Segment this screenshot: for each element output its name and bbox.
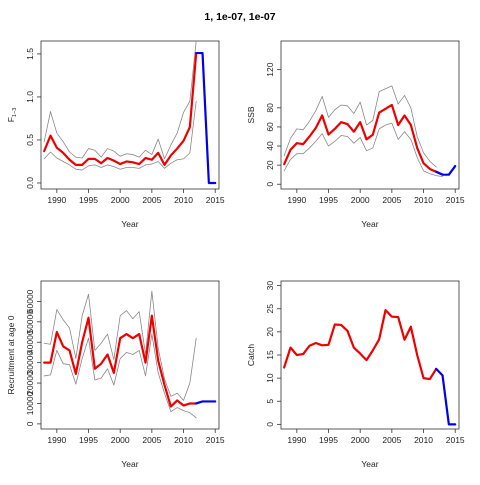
y-axis-title-subscript: 1−3 (12, 108, 18, 117)
x-tick-label: 2015 (206, 195, 225, 205)
series-line-estimate (43, 314, 198, 408)
y-tick-label: 30 (265, 281, 275, 291)
series-line-upper (43, 290, 197, 401)
panel-ssb: 1990 1995 2000 2005 2010 2015 0 20 40 60 80 120 Year… (246, 40, 465, 229)
x-tick-label: 2005 (142, 195, 161, 205)
x-tick-label: 2000 (351, 435, 370, 445)
series-line-lower (43, 100, 197, 171)
x-axis-title: Year (121, 459, 138, 469)
y-axis-title-text: SSB (246, 106, 256, 123)
y-axis-title-text: Recruitment at age 0 (6, 315, 16, 394)
series-line-projection (195, 400, 217, 405)
series-line-projection (435, 164, 457, 176)
series-line-projection (195, 51, 217, 185)
y-tick-label: 0.5 (25, 134, 35, 146)
y-axis-title-text: F (6, 117, 16, 122)
panel-catch: 1990 1995 2000 2005 2010 2015 0 5 10 15 20 25 30 Year… (246, 280, 465, 469)
y-tick-label: 120 (265, 62, 275, 76)
y-tick-label: 80 (265, 103, 275, 113)
y-tick-label: 0 (25, 421, 35, 426)
x-tick-label: 2015 (206, 435, 225, 445)
x-tick-label: 2000 (351, 195, 370, 205)
y-axis-title: F1−3 (6, 108, 18, 123)
y-axis-title: SSB (246, 106, 256, 123)
y-tick-label: 20 (265, 327, 275, 337)
x-tick-label: 1995 (79, 435, 98, 445)
y-tick-label: 20000 (25, 371, 35, 395)
x-tick-label: 2015 (446, 435, 465, 445)
y-tick-label: 0.0 (25, 177, 35, 189)
y-tick-label: 60 (265, 122, 275, 132)
x-tick-label: 2010 (174, 435, 193, 445)
panels: 1990 1995 2000 2005 2010 20150.00.51.01.5Year… (6, 40, 465, 469)
x-axis-title: Year (361, 459, 378, 469)
series-group (43, 290, 217, 419)
y-axis-title-text: Catch (246, 344, 256, 366)
y-axis-title: Recruitment at age 0 (6, 315, 16, 394)
x-tick-label: 2010 (414, 435, 433, 445)
series-group (43, 41, 217, 185)
x-tick-label: 2005 (382, 195, 401, 205)
x-tick-label: 2010 (174, 195, 193, 205)
x-tick-label: 1995 (319, 435, 338, 445)
x-tick-label: 1990 (287, 195, 306, 205)
panel-recruitment: 1990 1995 2000 2005 2010 2015 0 100002000030000… (6, 280, 225, 469)
x-tick-label: 2015 (446, 195, 465, 205)
plot-frame-recruitment (40, 280, 220, 430)
y-tick-label: 5 (265, 399, 275, 404)
main-title: 1, 1e-07, 1e-07 (204, 11, 275, 23)
y-tick-label: 20 (265, 160, 275, 170)
series-group (283, 85, 457, 177)
x-axis-title: Year (361, 219, 378, 229)
y-axis-title: Catch (246, 344, 256, 366)
x-tick-label: 2000 (111, 435, 130, 445)
series-line-upper (43, 41, 197, 160)
y-tick-label: 10000 (25, 391, 35, 415)
y-tick-label: 30000 (25, 351, 35, 375)
series-line-lower (43, 333, 197, 419)
y-tick-label: 60000 (25, 289, 35, 313)
x-tick-label: 1990 (47, 195, 66, 205)
plot-frame-fbar (40, 40, 220, 190)
y-tick-label: 40 (265, 141, 275, 151)
y-tick-label: 0 (265, 422, 275, 427)
y-tick-label: 25 (265, 304, 275, 314)
x-tick-label: 2000 (111, 195, 130, 205)
y-tick-label: 40000 (25, 330, 35, 354)
x-tick-label: 1990 (287, 435, 306, 445)
x-tick-label: 1995 (79, 195, 98, 205)
y-tick-label: 1.0 (25, 91, 35, 103)
series-group (283, 309, 457, 426)
series-line-observed (283, 309, 438, 381)
y-tick-label: 15 (265, 350, 275, 360)
series-line-estimate (283, 103, 444, 176)
x-tick-label: 2005 (142, 435, 161, 445)
panel-fbar: 1990 1995 2000 2005 2010 2015 0.0 0.5 1.0 1.5 Year… (6, 40, 225, 229)
y-tick-label: 50000 (25, 310, 35, 334)
series-line-projection (435, 367, 457, 426)
series-line-lower (283, 122, 443, 177)
x-tick-label: 1995 (319, 195, 338, 205)
series-line-upper (283, 85, 437, 168)
series-line-estimate (43, 51, 198, 167)
y-tick-label: 10 (265, 373, 275, 383)
x-tick-label: 1990 (47, 435, 66, 445)
y-tick-label: 1.5 (25, 48, 35, 60)
x-tick-label: 2010 (414, 195, 433, 205)
y-tick-label: 0 (265, 182, 275, 187)
x-tick-label: 2005 (382, 435, 401, 445)
x-axis-title: Year (121, 219, 138, 229)
plot-frame-ssb (280, 40, 460, 190)
